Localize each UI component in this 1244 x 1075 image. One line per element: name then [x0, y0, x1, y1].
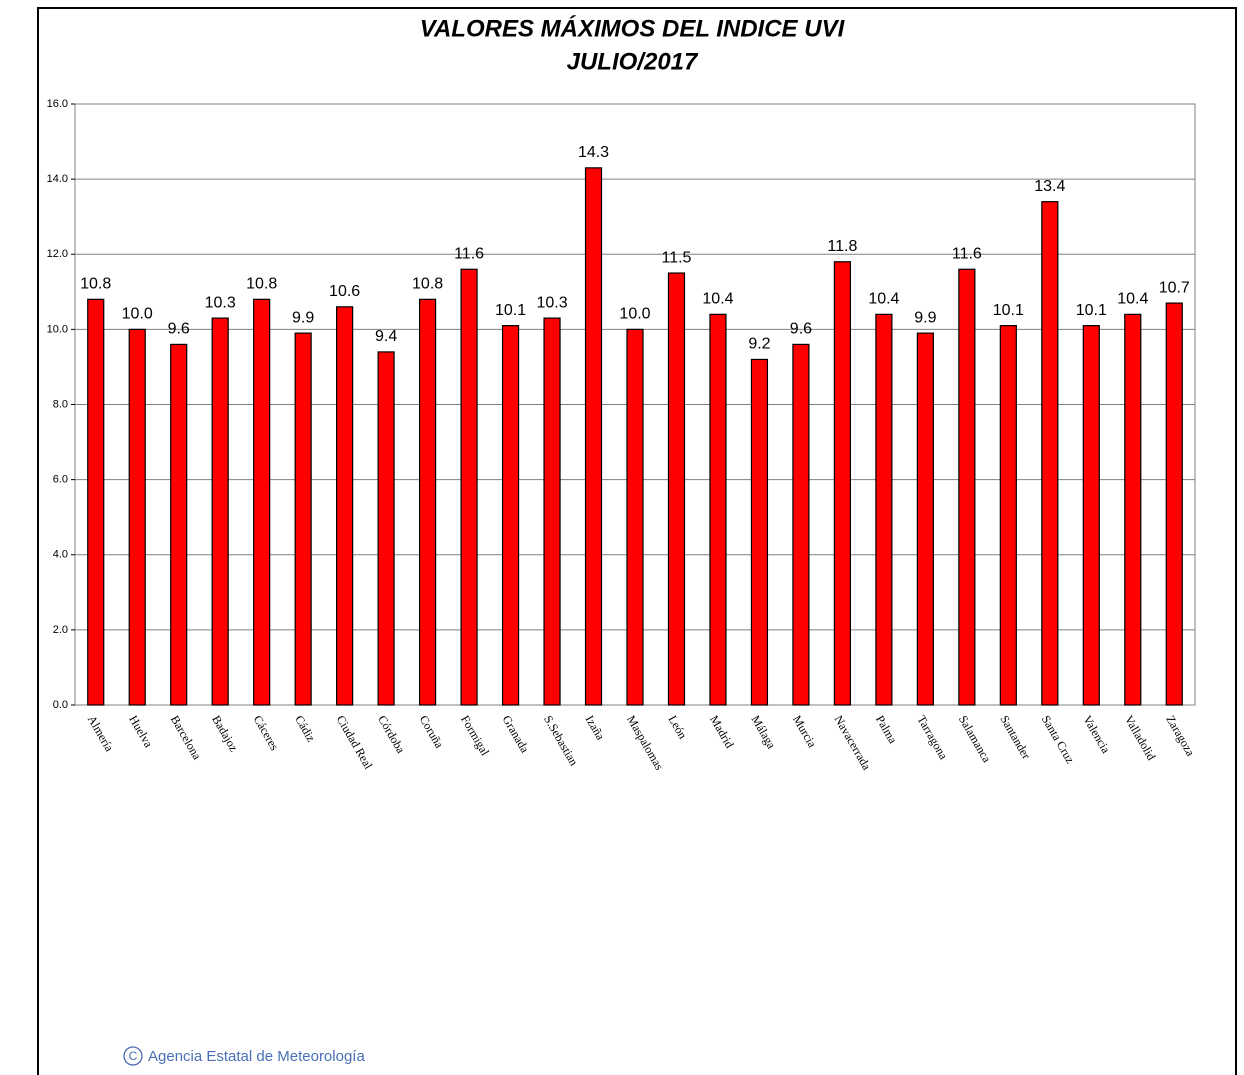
bar — [584, 167, 603, 706]
bar — [667, 272, 686, 706]
value-label: 9.6 — [168, 321, 190, 338]
svg-text:C: C — [129, 1049, 138, 1063]
bar — [833, 261, 852, 706]
y-tick-label: 2.0 — [53, 624, 68, 636]
value-label: 10.0 — [122, 306, 153, 323]
bar — [418, 298, 437, 706]
bar — [460, 268, 478, 706]
bar — [1082, 325, 1100, 706]
x-tick-label: Zaragoza — [1163, 713, 1198, 759]
chart-title: VALORES MÁXIMOS DEL INDICE UVI — [420, 14, 846, 42]
x-tick-label: Tarragona — [914, 713, 951, 763]
x-tick-label: Málaga — [748, 713, 778, 752]
value-label: 9.6 — [790, 321, 812, 338]
chart-subtitle: JULIO/2017 — [567, 48, 699, 75]
x-tick-label: Valladolid — [1122, 713, 1159, 763]
x-tick-label: León — [666, 713, 690, 741]
value-label: 10.3 — [536, 294, 567, 311]
value-label: 10.4 — [868, 291, 899, 308]
x-tick-label: Coruña — [417, 713, 447, 751]
value-label: 9.9 — [292, 309, 314, 326]
value-label: 10.4 — [1117, 291, 1148, 308]
bar — [87, 298, 105, 706]
x-tick-label: Cáceres — [251, 713, 282, 753]
bar — [253, 298, 271, 706]
bar — [336, 306, 354, 706]
bar — [1124, 313, 1142, 706]
bar — [170, 343, 188, 706]
bar — [377, 351, 395, 706]
bar — [916, 332, 934, 706]
bar — [501, 325, 520, 706]
value-label: 11.6 — [454, 245, 484, 262]
bar — [709, 313, 727, 706]
y-tick-label: 16.0 — [47, 98, 68, 110]
value-label: 10.1 — [993, 302, 1024, 319]
x-tick-label: Murcia — [790, 713, 820, 751]
bar — [1165, 302, 1183, 706]
bar — [1041, 201, 1059, 706]
y-tick-label: 0.0 — [53, 699, 68, 711]
x-tick-label: Formigal — [458, 713, 492, 759]
bar — [875, 313, 893, 706]
bar — [750, 358, 769, 706]
value-label: 10.7 — [1159, 279, 1190, 296]
credit: Agencia Estatal de Meteorología — [148, 1048, 365, 1065]
x-tick-label: Palma — [873, 713, 900, 747]
value-label: 13.4 — [1034, 178, 1065, 195]
value-label: 11.6 — [952, 245, 982, 262]
value-label: 10.6 — [329, 283, 360, 300]
y-tick-label: 14.0 — [47, 173, 68, 185]
x-tick-label: Santa Cruz — [1039, 713, 1078, 766]
y-tick-label: 12.0 — [47, 248, 68, 260]
x-tick-label: S.Sebastian — [541, 713, 581, 768]
value-label: 10.1 — [1076, 302, 1107, 319]
value-label: 10.8 — [412, 276, 443, 293]
credit-icon: C — [123, 1046, 143, 1066]
value-label: 11.8 — [827, 238, 857, 255]
value-label: 10.3 — [205, 294, 236, 311]
bar — [211, 317, 229, 706]
y-tick-label: 6.0 — [53, 474, 68, 486]
bar — [626, 328, 644, 706]
bar — [792, 343, 810, 706]
bar — [999, 325, 1017, 706]
bar — [958, 268, 976, 706]
x-tick-label: Santander — [997, 713, 1033, 762]
value-label: 10.8 — [80, 276, 111, 293]
x-tick-label: Maspalomas — [624, 713, 667, 773]
y-tick-label: 4.0 — [53, 549, 68, 561]
y-tick-label: 10.0 — [47, 323, 68, 335]
bar — [128, 328, 146, 706]
bar — [294, 332, 312, 706]
x-tick-label: Badajoz — [209, 713, 241, 754]
y-tick-label: 8.0 — [53, 398, 68, 410]
value-label: 10.8 — [246, 276, 277, 293]
value-label: 9.2 — [748, 336, 770, 353]
x-tick-label: Salamanca — [956, 713, 994, 766]
x-tick-label: Cádiz — [292, 713, 318, 744]
value-label: 14.3 — [578, 144, 609, 161]
value-label: 10.0 — [619, 306, 650, 323]
x-tick-label: Madrid — [707, 713, 737, 751]
x-tick-label: Granada — [500, 713, 533, 756]
x-tick-label: Huelva — [126, 713, 156, 751]
value-label: 9.9 — [914, 309, 936, 326]
value-label: 11.5 — [662, 249, 692, 266]
x-tick-label: Navacerrada — [831, 713, 874, 773]
x-tick-label: Ciudad Real — [334, 713, 376, 772]
x-tick-label: Barcelona — [168, 713, 205, 763]
x-tick-label: Izaña — [583, 713, 608, 743]
frame — [37, 7, 1237, 1075]
value-label: 9.4 — [375, 328, 397, 345]
value-label: 10.1 — [495, 302, 526, 319]
x-tick-label: Valencia — [1080, 713, 1113, 756]
x-tick-label: Almería — [85, 713, 117, 755]
bar — [543, 317, 561, 706]
value-label: 10.4 — [702, 291, 733, 308]
x-tick-label: Córdoba — [375, 713, 408, 756]
